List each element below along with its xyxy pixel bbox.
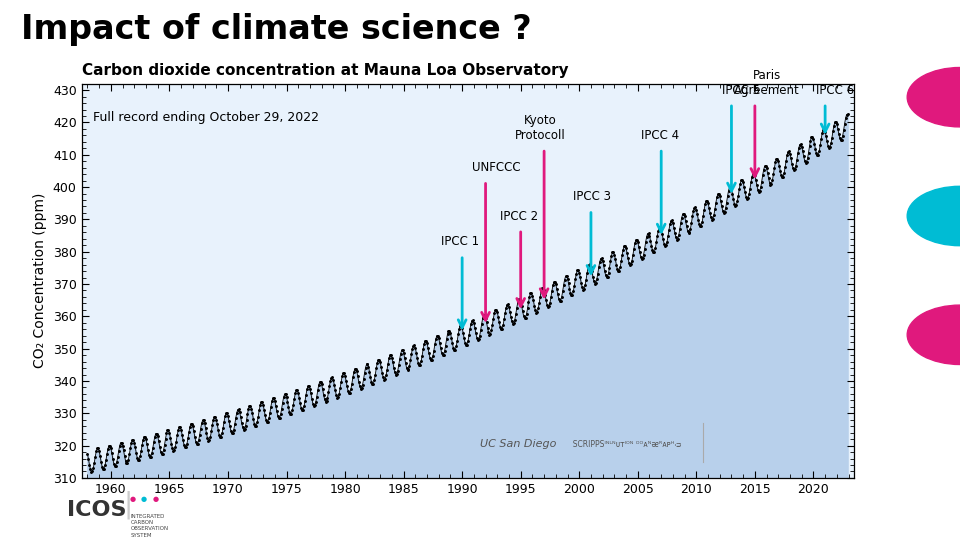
Text: ●: ● xyxy=(130,496,135,503)
Y-axis label: CO₂ Concentration (ppm): CO₂ Concentration (ppm) xyxy=(34,193,47,368)
Text: Impact of climate science ?: Impact of climate science ? xyxy=(21,14,532,46)
Text: UC San Diego: UC San Diego xyxy=(481,440,557,449)
Text: IPCC 4: IPCC 4 xyxy=(641,129,680,142)
Text: IPCC 2: IPCC 2 xyxy=(499,210,538,222)
Text: Carbon dioxide concentration at Mauna Loa Observatory: Carbon dioxide concentration at Mauna Lo… xyxy=(82,63,568,78)
Text: Paris
Agreement: Paris Agreement xyxy=(733,69,800,97)
Text: UNFCCC: UNFCCC xyxy=(471,161,520,174)
Text: |: | xyxy=(123,491,132,519)
Text: INTEGRATED
CARBON
OBSERVATION
SYSTEM: INTEGRATED CARBON OBSERVATION SYSTEM xyxy=(131,514,169,538)
Text: ●: ● xyxy=(153,496,158,503)
Text: ICOS: ICOS xyxy=(67,500,127,521)
Text: SCRIPPSᴵᴺᴸᴺᴜᴛᴵᴼᴺ ᴼᴼᴀᴺᴂᴿᴀᴘᴴᴞ: SCRIPPSᴵᴺᴸᴺᴜᴛᴵᴼᴺ ᴼᴼᴀᴺᴂᴿᴀᴘᴴᴞ xyxy=(568,440,683,449)
Text: IPCC 1: IPCC 1 xyxy=(441,235,479,248)
Text: IPCC 5: IPCC 5 xyxy=(722,84,760,97)
Text: Full record ending October 29, 2022: Full record ending October 29, 2022 xyxy=(93,111,319,124)
Text: ●: ● xyxy=(141,496,147,503)
Text: IPCC 6: IPCC 6 xyxy=(816,84,853,97)
Text: Kyoto
Protocoll: Kyoto Protocoll xyxy=(515,114,565,142)
Text: IPCC 3: IPCC 3 xyxy=(573,190,612,203)
